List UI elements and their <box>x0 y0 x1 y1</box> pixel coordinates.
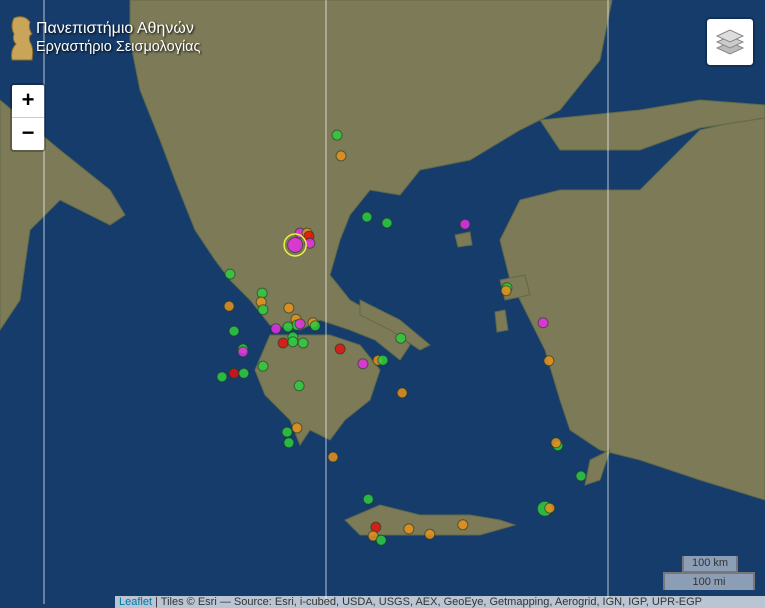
leaflet-link[interactable]: Leaflet <box>119 596 153 608</box>
earthquake-marker-magenta[interactable] <box>304 237 316 249</box>
earthquake-marker-red[interactable] <box>277 337 289 349</box>
earthquake-marker-orange[interactable] <box>327 451 339 463</box>
earthquake-marker-orange[interactable] <box>550 437 562 449</box>
thrace <box>539 99 765 151</box>
scale-mi: 100 mi <box>663 572 755 590</box>
earthquake-marker-magenta[interactable] <box>357 358 369 370</box>
earthquake-marker-green[interactable] <box>575 470 587 482</box>
attribution-text: | Tiles © Esri — Source: Esri, i-cubed, … <box>152 596 702 608</box>
earthquake-marker-green[interactable] <box>375 534 387 546</box>
logo: Πανεπιστήμιο Αθηνών Εργαστήριο Σεισμολογ… <box>6 14 201 62</box>
zoom-control: + − <box>10 83 46 152</box>
earthquake-marker-green[interactable] <box>257 304 269 316</box>
earthquake-marker-green[interactable] <box>228 325 240 337</box>
earthquake-marker-magenta[interactable] <box>459 218 471 230</box>
earthquake-marker-orange[interactable] <box>403 523 415 535</box>
earthquake-marker-green[interactable] <box>281 426 293 438</box>
layers-button[interactable] <box>705 17 755 67</box>
earthquake-marker-green[interactable] <box>331 129 343 141</box>
earthquake-marker-magenta[interactable] <box>270 323 282 335</box>
limnos <box>454 231 473 248</box>
earthquake-marker-green[interactable] <box>362 493 374 505</box>
earthquake-marker-green[interactable] <box>283 437 295 449</box>
logo-line2: Εργαστήριο Σεισμολογίας <box>36 39 201 55</box>
logo-line1: Πανεπιστήμιο Αθηνών <box>36 20 194 37</box>
earthquake-marker-orange[interactable] <box>291 422 303 434</box>
earthquake-marker-magenta[interactable] <box>294 318 306 330</box>
earthquake-marker-green[interactable] <box>224 268 236 280</box>
chios <box>494 309 509 333</box>
zoom-out-button[interactable]: − <box>12 117 44 150</box>
earthquake-marker-green[interactable] <box>257 360 269 372</box>
selected-marker-ring <box>283 233 307 257</box>
layers-icon <box>715 29 745 55</box>
earthquake-marker-green[interactable] <box>293 380 305 392</box>
earthquake-marker-orange[interactable] <box>543 355 555 367</box>
earthquake-marker-red[interactable] <box>228 367 240 379</box>
attribution: Leaflet | Tiles © Esri — Source: Esri, i… <box>115 596 765 608</box>
earthquake-marker-green[interactable] <box>216 371 228 383</box>
graticule <box>43 0 609 604</box>
earthquake-marker-orange[interactable] <box>500 285 512 297</box>
earthquake-marker-green[interactable] <box>361 211 373 223</box>
earthquake-marker-magenta[interactable] <box>287 236 304 253</box>
earthquake-marker-green[interactable] <box>395 332 407 344</box>
rhodes <box>584 449 611 486</box>
earthquake-marker-orange[interactable] <box>544 502 556 514</box>
earthquake-marker-red[interactable] <box>334 343 346 355</box>
athena-logo-icon <box>11 16 34 61</box>
turkey <box>499 114 765 501</box>
earthquake-marker-orange[interactable] <box>396 387 408 399</box>
earthquake-marker-magenta[interactable] <box>237 346 249 358</box>
earthquake-markers <box>216 129 587 546</box>
earthquake-marker-green[interactable] <box>287 336 299 348</box>
marmara-sea <box>560 156 640 177</box>
earthquake-marker-orange[interactable] <box>223 300 235 312</box>
earthquake-marker-green[interactable] <box>238 367 250 379</box>
earthquake-marker-magenta[interactable] <box>537 317 549 329</box>
peloponnese <box>254 334 381 447</box>
earthquake-marker-orange[interactable] <box>457 519 469 531</box>
crete <box>344 504 517 536</box>
earthquake-marker-green[interactable] <box>282 321 294 333</box>
evia <box>359 299 431 351</box>
earthquake-marker-orange[interactable] <box>424 528 436 540</box>
earthquake-marker-green[interactable] <box>377 354 389 366</box>
earthquake-marker-green[interactable] <box>381 217 393 229</box>
italy <box>0 99 126 331</box>
scale-km: 100 km <box>682 556 738 573</box>
earthquake-marker-orange[interactable] <box>283 302 295 314</box>
balkans-mainland <box>129 0 613 361</box>
earthquake-marker-green[interactable] <box>309 320 321 332</box>
land <box>0 0 765 536</box>
earthquake-marker-orange[interactable] <box>335 150 347 162</box>
zoom-in-button[interactable]: + <box>21 87 35 112</box>
earthquake-marker-green[interactable] <box>297 337 309 349</box>
